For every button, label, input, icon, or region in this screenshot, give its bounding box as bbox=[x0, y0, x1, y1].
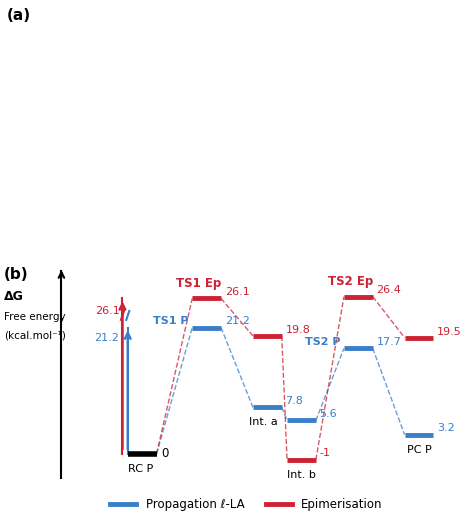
Text: 3.2: 3.2 bbox=[437, 423, 455, 433]
Text: 21.2: 21.2 bbox=[225, 316, 250, 326]
Text: Free energy: Free energy bbox=[4, 312, 66, 322]
Text: ΔG: ΔG bbox=[4, 290, 24, 304]
Text: -1: -1 bbox=[319, 448, 331, 458]
Text: 26.1: 26.1 bbox=[95, 306, 119, 316]
Text: 17.7: 17.7 bbox=[376, 337, 401, 347]
Text: 21.2: 21.2 bbox=[95, 333, 119, 343]
Text: 5.6: 5.6 bbox=[319, 409, 337, 419]
Text: (b): (b) bbox=[4, 267, 28, 282]
Text: RC P: RC P bbox=[128, 465, 153, 475]
Text: 26.1: 26.1 bbox=[225, 287, 250, 297]
Text: 0: 0 bbox=[161, 447, 169, 460]
Text: TS1 Ep: TS1 Ep bbox=[176, 277, 222, 289]
Text: 19.8: 19.8 bbox=[285, 325, 310, 335]
Text: 26.4: 26.4 bbox=[376, 286, 401, 296]
Text: (kcal.mol⁻¹): (kcal.mol⁻¹) bbox=[4, 331, 66, 341]
Text: (a): (a) bbox=[7, 8, 31, 23]
Text: Int. b: Int. b bbox=[287, 470, 316, 480]
Legend: Propagation ℓ-LA, Epimerisation: Propagation ℓ-LA, Epimerisation bbox=[106, 493, 387, 515]
Text: Int. a: Int. a bbox=[249, 418, 278, 428]
Text: TS1 P: TS1 P bbox=[153, 316, 189, 326]
Text: TS2 P: TS2 P bbox=[305, 337, 340, 347]
Text: TS2 Ep: TS2 Ep bbox=[328, 275, 374, 288]
Text: PC P: PC P bbox=[407, 446, 431, 455]
Text: 19.5: 19.5 bbox=[437, 326, 462, 336]
Text: 7.8: 7.8 bbox=[285, 396, 303, 406]
